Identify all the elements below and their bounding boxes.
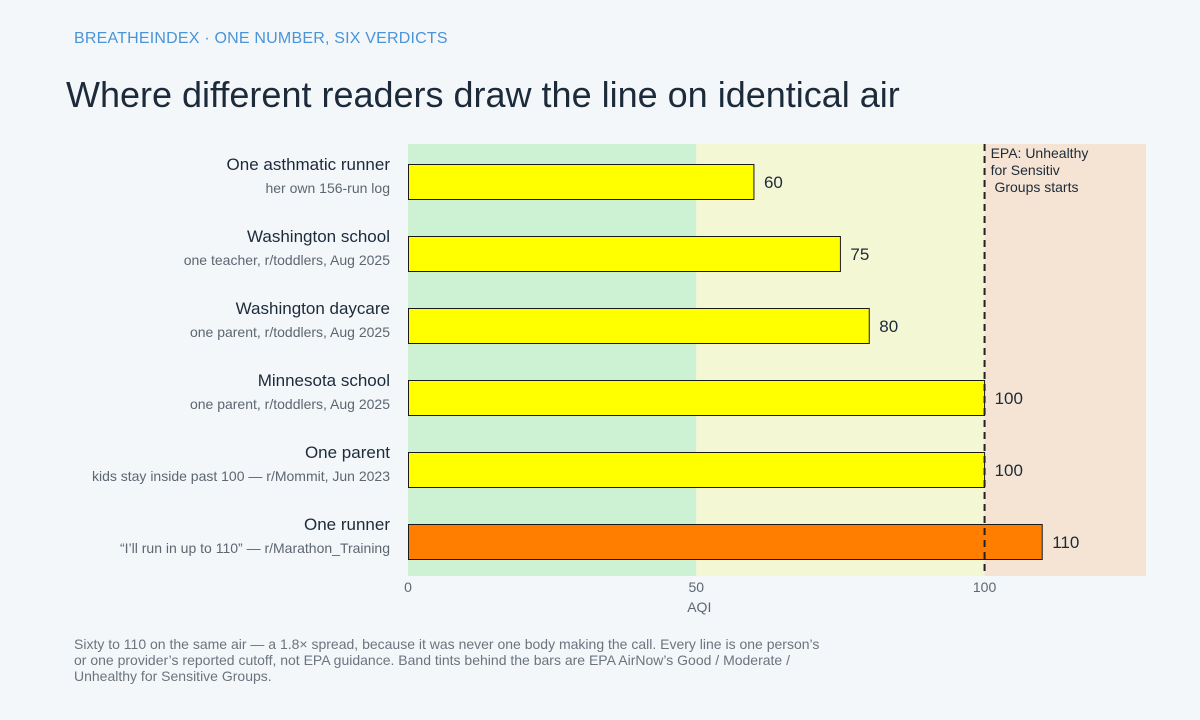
category-sublabel-0: her own 156-run log (265, 180, 390, 196)
chart-kicker: BREATHEINDEX · ONE NUMBER, SIX VERDICTS (74, 30, 448, 47)
bar-0 (408, 164, 755, 200)
bar-4 (408, 452, 986, 488)
value-label-5: 110 (1052, 533, 1079, 552)
x-axis-label: AQI (687, 599, 711, 615)
chart-footnote: Sixty to 110 on the same air — a 1.8× sp… (74, 636, 820, 684)
value-label-1: 75 (850, 245, 869, 264)
x-tick-label-2: 100 (973, 579, 997, 595)
value-label-0: 60 (764, 173, 783, 192)
chart-title: Where different readers draw the line on… (66, 74, 900, 115)
category-label-1: Washington school (247, 227, 390, 246)
category-label-2: Washington daycare (236, 299, 390, 318)
bar-1 (408, 236, 841, 272)
bar-3 (408, 380, 986, 416)
category-sublabel-5: “I’ll run in up to 110” — r/Marathon_Tra… (120, 540, 390, 556)
x-tick-label-0: 0 (404, 579, 412, 595)
category-label-5: One runner (304, 515, 390, 534)
aqi-band-2 (984, 144, 1146, 576)
category-label-0: One asthmatic runner (227, 155, 391, 174)
value-label-3: 100 (995, 389, 1023, 408)
value-label-2: 80 (879, 317, 898, 336)
bar-2 (408, 308, 870, 344)
category-label-4: One parent (305, 443, 390, 462)
category-sublabel-3: one parent, r/toddlers, Aug 2025 (190, 396, 390, 412)
x-tick-label-1: 50 (688, 579, 704, 595)
bar-5 (408, 524, 1043, 560)
aqi-band-0 (408, 144, 697, 576)
value-label-4: 100 (995, 461, 1023, 480)
category-sublabel-1: one teacher, r/toddlers, Aug 2025 (184, 252, 390, 268)
category-sublabel-2: one parent, r/toddlers, Aug 2025 (190, 324, 390, 340)
category-label-3: Minnesota school (258, 371, 390, 390)
reference-line-label: EPA: Unhealthy for Sensitiv Groups starts (991, 145, 1089, 195)
category-sublabel-4: kids stay inside past 100 — r/Mommit, Ju… (92, 468, 390, 484)
aqi-band-1 (696, 144, 985, 576)
